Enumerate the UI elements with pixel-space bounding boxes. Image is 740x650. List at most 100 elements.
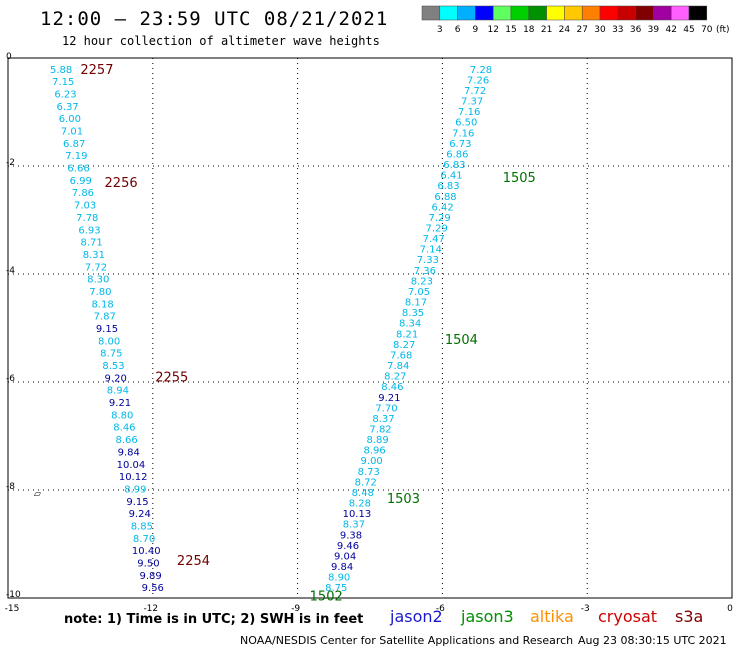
wave-height-value: 7.26 (467, 75, 489, 86)
legend-label-30: 30 (594, 25, 606, 35)
y-tick-label: -8 (6, 482, 15, 492)
satellite-s3a: s3a (675, 607, 704, 626)
legend-label-12: 12 (487, 25, 498, 35)
wave-height-value: 9.20 (105, 373, 127, 384)
wave-height-value: 6.41 (440, 171, 462, 182)
wave-height-value: 6.37 (57, 102, 79, 113)
wave-height-value: 7.78 (76, 213, 98, 224)
wave-height-value: 6.87 (63, 139, 85, 150)
wave-height-value: 8.21 (396, 329, 418, 340)
legend-label-27: 27 (576, 25, 587, 35)
orbit-time-label-2254: 2254 (177, 554, 210, 569)
wave-height-value: 6.42 (431, 202, 453, 213)
wave-height-value: 9.15 (126, 497, 148, 508)
orbit-time-label-1505: 1505 (503, 171, 536, 186)
wave-height-value: 6.73 (449, 139, 471, 150)
wave-height-value: 8.00 (98, 336, 120, 347)
wave-height-value: 5.88 (50, 65, 72, 76)
wave-height-value: 8.37 (343, 520, 365, 531)
wave-height-value: 6.93 (78, 225, 100, 236)
wave-height-value: 7.86 (72, 188, 94, 199)
wave-height-value: 8.34 (399, 319, 421, 330)
wave-height-value: 8.96 (363, 446, 385, 457)
wave-height-value: 8.28 (349, 499, 371, 510)
wave-height-value: 7.36 (414, 266, 436, 277)
wave-height-value: 7.82 (369, 425, 391, 436)
wave-height-value: 7.29 (426, 223, 448, 234)
legend-label-15: 15 (505, 25, 516, 35)
wave-height-value: 7.01 (61, 127, 83, 138)
legend-label-36: 36 (630, 25, 642, 35)
wave-height-value: 8.46 (381, 382, 403, 393)
wave-height-value: 7.87 (94, 312, 116, 323)
island-marker: ▱ (34, 490, 41, 500)
wave-height-value: 6.50 (455, 118, 477, 129)
wave-height-value: 9.00 (361, 456, 383, 467)
wave-height-value: 8.23 (411, 276, 433, 287)
wave-height-value: 8.70 (133, 534, 155, 545)
wave-height-value: 9.15 (96, 324, 118, 335)
wave-height-legend: 3 6 9 12 15 18 21 24 27 30 33 36 39 42 45 70 (ft) (421, 5, 730, 35)
wave-height-value: 9.56 (142, 583, 164, 594)
wave-height-value: 6.86 (446, 149, 468, 160)
wave-height-value: 9.24 (129, 509, 151, 520)
wave-height-value: 7.03 (74, 201, 96, 212)
wave-height-value: 9.21 (378, 393, 400, 404)
y-tick-label: -4 (6, 266, 15, 276)
footer-note: note: 1) Time is in UTC; 2) SWH is in fe… (64, 612, 364, 627)
timestamp-text: Aug 23 08:30:15 UTC 2021 (578, 634, 727, 647)
wave-height-value: 8.89 (366, 435, 388, 446)
wave-height-value: 8.27 (384, 372, 406, 383)
wave-height-value: 8.46 (113, 423, 135, 434)
x-tick-label: -9 (291, 604, 300, 614)
wave-height-value: 7.28 (470, 65, 492, 76)
wave-height-value: 9.46 (337, 541, 359, 552)
wave-height-value: 9.89 (139, 571, 161, 582)
orbit-time-label-1502: 1502 (310, 589, 343, 604)
wave-height-value: 8.94 (107, 386, 129, 397)
legend-label-33: 33 (612, 25, 623, 35)
legend-label-39: 39 (648, 25, 660, 35)
orbit-time-label-1504: 1504 (445, 333, 478, 348)
orbit-time-label-2257: 2257 (80, 63, 113, 78)
wave-height-value: 9.84 (118, 447, 140, 458)
credit-text: NOAA/NESDIS Center for Satellite Applica… (240, 634, 574, 647)
wave-height-value: 6.83 (443, 160, 465, 171)
wave-height-value: 6.83 (437, 181, 459, 192)
legend-label-45: 45 (683, 25, 694, 35)
x-tick-label: -3 (581, 604, 590, 614)
wave-height-value: 7.16 (458, 107, 480, 118)
wave-height-value: 7.84 (387, 361, 409, 372)
wave-height-value: 8.17 (405, 298, 427, 309)
legend-swatch-70 (688, 5, 708, 21)
legend-label-70: 70 (701, 25, 713, 35)
wave-height-value: 7.05 (408, 287, 430, 298)
wave-height-value: 7.15 (52, 77, 74, 88)
wave-height-value: 7.33 (417, 255, 439, 266)
legend-label-24: 24 (559, 25, 571, 35)
legend-label-6: 6 (455, 25, 461, 35)
wave-height-value: 7.72 (85, 262, 107, 273)
wave-height-value: 7.47 (423, 234, 445, 245)
wave-height-value: 7.68 (390, 350, 412, 361)
wave-height-value: 8.99 (124, 484, 146, 495)
wave-height-value: 9.84 (331, 562, 353, 573)
satellite-altika: altika (530, 607, 574, 626)
wave-height-value: 7.29 (429, 213, 451, 224)
map-frame (7, 57, 733, 599)
orbit-time-label-2256: 2256 (105, 176, 138, 191)
wave-height-value: 10.13 (343, 509, 372, 520)
wave-height-value: 8.66 (115, 435, 137, 446)
wave-height-value: 8.35 (402, 308, 424, 319)
satellite-jason3: jason3 (461, 607, 514, 626)
wave-height-value: 10.12 (119, 472, 148, 483)
wave-height-value: 8.30 (87, 275, 109, 286)
wave-height-value: 9.04 (334, 551, 356, 562)
wave-height-value: 10.40 (132, 546, 161, 557)
wave-height-value: 8.27 (393, 340, 415, 351)
wave-height-value: 7.70 (375, 403, 397, 414)
x-tick-label: -15 (5, 604, 20, 614)
legend-label-9: 9 (473, 25, 479, 35)
legend-label-3: 3 (437, 25, 443, 35)
satellite-jason2: jason2 (390, 607, 443, 626)
